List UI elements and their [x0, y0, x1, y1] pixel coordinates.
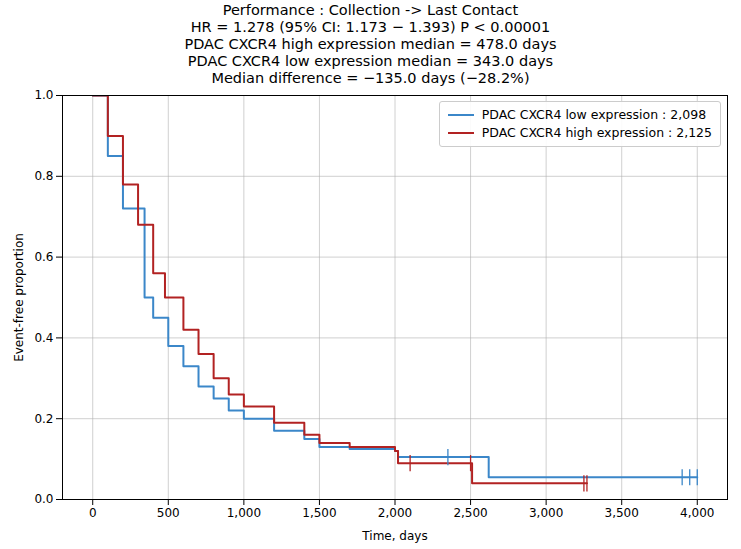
svg-text:0: 0	[89, 506, 97, 520]
svg-text:500: 500	[157, 506, 180, 520]
html-text:HR = 1.278 (95% CI: 1.173 − 1.: HR = 1.278 (95% CI: 1.173 − 1.393) P < 0…	[190, 19, 551, 35]
svg-text:0.4: 0.4	[34, 331, 53, 345]
svg-text:2,000: 2,000	[378, 506, 412, 520]
svg-text:1,500: 1,500	[302, 506, 336, 520]
html-text:PDAC CXCR4 low expression : 2,: PDAC CXCR4 low expression : 2,098	[481, 107, 707, 122]
svg-text:Time, days: Time, days	[361, 529, 427, 543]
svg-text:2,500: 2,500	[453, 506, 487, 520]
svg-text:0.6: 0.6	[34, 250, 53, 264]
svg-text:3,000: 3,000	[529, 506, 563, 520]
html-text:Performance : Collection -> La: Performance : Collection -> Last Contact	[222, 2, 519, 18]
html-text:PDAC CXCR4 low expression medi: PDAC CXCR4 low expression median = 343.0…	[187, 53, 554, 69]
svg-text:3,500: 3,500	[605, 506, 639, 520]
svg-text:4,000: 4,000	[680, 506, 714, 520]
svg-text:1.0: 1.0	[34, 88, 53, 102]
html-text:Median difference = −135.0 day: Median difference = −135.0 days (−28.2%)	[211, 70, 530, 86]
html-text:PDAC CXCR4 high expression med: PDAC CXCR4 high expression median = 478.…	[184, 36, 557, 52]
svg-text:0.2: 0.2	[34, 412, 53, 426]
svg-text:1,000: 1,000	[227, 506, 261, 520]
svg-text:0.0: 0.0	[34, 492, 53, 506]
html-text:PDAC CXCR4 high expression : 2: PDAC CXCR4 high expression : 2,125	[481, 125, 712, 140]
svg-text:Event-free proportion: Event-free proportion	[12, 233, 26, 362]
svg-text:0.8: 0.8	[34, 169, 53, 183]
